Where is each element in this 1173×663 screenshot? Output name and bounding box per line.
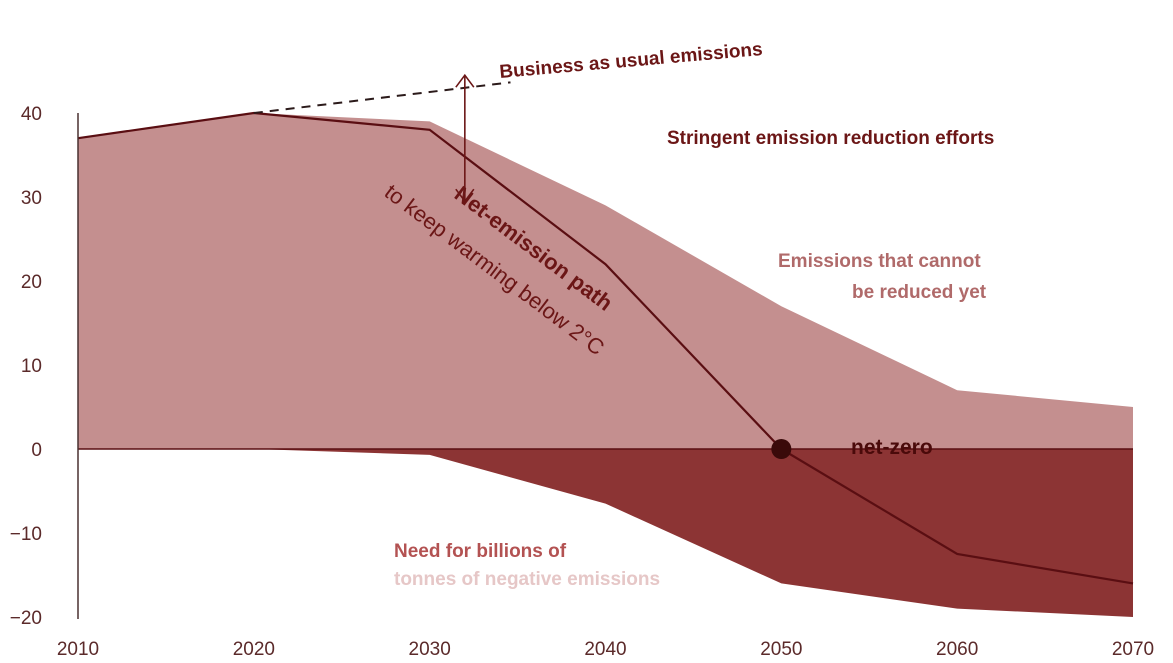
y-tick-label: 10 — [21, 356, 42, 377]
reduction-arrow-head-top — [455, 73, 475, 88]
x-tick-label: 2020 — [233, 639, 275, 660]
y-tick-label: 30 — [21, 188, 42, 209]
x-tick-label: 2070 — [1112, 639, 1154, 660]
bau-dashed-line — [253, 81, 511, 114]
reduction-arrow-head-bottom — [455, 188, 475, 203]
y-tick-label: 20 — [21, 272, 42, 293]
stringent-label: Stringent emission reduction efforts — [667, 128, 994, 149]
y-tick-label: 40 — [21, 104, 42, 125]
x-tick-label: 2030 — [409, 639, 451, 660]
cannot-reduce-label-2: be reduced yet — [852, 282, 987, 303]
negative-label-1: Need for billions of — [394, 541, 567, 562]
x-tick-label: 2050 — [760, 639, 802, 660]
y-tick-label: −10 — [10, 524, 42, 545]
chart-lines — [77, 73, 1134, 585]
x-tick-label: 2010 — [57, 639, 99, 660]
cannot-reduce-label-1: Emissions that cannot — [778, 251, 981, 272]
x-tick-label: 2060 — [936, 639, 978, 660]
netzero-label: net-zero — [851, 436, 933, 459]
x-tick-label: 2040 — [584, 639, 626, 660]
netzero-marker — [771, 439, 792, 459]
y-tick-label: 0 — [31, 440, 42, 461]
gross-emissions-area — [78, 113, 1133, 449]
negative-emissions-area — [78, 449, 1133, 617]
bau-label: Business as usual emissions — [499, 39, 764, 83]
chart-areas — [78, 113, 1133, 617]
negative-label-2: tonnes of negative emissions — [394, 569, 660, 590]
y-tick-label: −20 — [10, 608, 42, 629]
